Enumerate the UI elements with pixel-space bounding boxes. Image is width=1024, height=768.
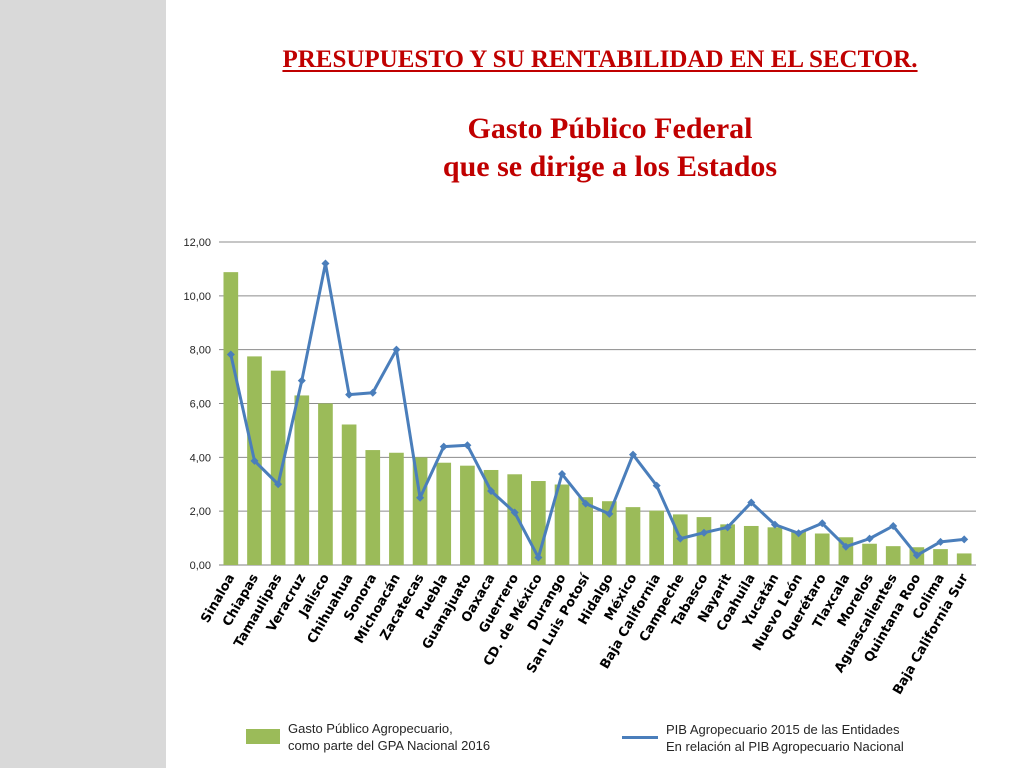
bar [767, 527, 783, 565]
line-point [297, 376, 306, 385]
y-tick-label: 8,00 [190, 345, 211, 357]
line-point [912, 551, 921, 560]
legend-swatch-line [622, 736, 658, 739]
bar [318, 403, 333, 565]
bar [862, 543, 877, 565]
line-point [841, 542, 850, 551]
bar [885, 546, 901, 565]
bar [578, 497, 594, 565]
y-tick-label: 6,00 [190, 399, 211, 411]
x-axis-labels: SinaloaChiapasTamaulipasVeracruzJaliscoC… [198, 570, 972, 697]
bar [956, 553, 972, 565]
bar [554, 484, 570, 565]
bar [696, 517, 712, 565]
bar [365, 450, 381, 565]
line-point [392, 345, 401, 354]
legend-line-label-1: PIB Agropecuario 2015 de las Entidades [666, 722, 900, 737]
chart-heading: Gasto Público Federal que se dirige a lo… [260, 110, 960, 186]
bar [507, 474, 523, 565]
bar [814, 533, 830, 565]
line-point [368, 388, 377, 397]
y-tick-label: 12,00 [183, 237, 211, 249]
line-point [558, 470, 567, 479]
bar [270, 370, 286, 565]
bar [601, 501, 617, 565]
line-point [889, 521, 898, 530]
bar [460, 465, 475, 565]
bar [341, 424, 357, 565]
legend-swatch-bar [246, 729, 280, 744]
y-axis-ticks: 0,00 2,00 4,00 6,00 8,00 10,00 12,00 [183, 237, 211, 572]
line-point [794, 529, 803, 538]
line-point [628, 450, 637, 459]
legend-bar-label-2: como parte del GPA Nacional 2016 [288, 738, 491, 753]
series-line [229, 262, 965, 559]
bar [791, 531, 806, 565]
y-tick-label: 10,00 [183, 291, 211, 303]
bar [223, 272, 239, 565]
line-point [581, 499, 590, 508]
line-point [439, 442, 448, 451]
line-point [676, 534, 685, 543]
line-point [723, 523, 732, 532]
line-point [605, 509, 614, 518]
line-point [321, 259, 330, 268]
bar [649, 510, 664, 565]
line-point [960, 535, 969, 544]
line-point [818, 519, 827, 528]
line-point [747, 498, 756, 507]
slide-title: PRESUPUESTO Y SU RENTABILIDAD EN EL SECT… [282, 46, 918, 73]
line-point [652, 481, 661, 490]
line-point [345, 390, 354, 399]
chart-heading-line-2: que se dirige a los Estados [442, 150, 778, 183]
y-tick-label: 2,00 [190, 506, 211, 518]
line-point [274, 480, 283, 489]
slide-side-band [0, 0, 166, 768]
bar [294, 395, 310, 565]
bar-series [223, 272, 972, 565]
bar [720, 524, 735, 565]
bar [436, 462, 452, 565]
legend-line-label-2: En relación al PIB Agropecuario Nacional [666, 739, 904, 754]
line-point [416, 493, 425, 502]
bar [933, 549, 948, 565]
y-tick-label: 0,00 [190, 560, 211, 572]
bar [625, 507, 641, 565]
line-point [510, 508, 519, 517]
bar [389, 452, 404, 565]
line-point [699, 528, 708, 537]
chart-heading-line-1: Gasto Público Federal [467, 112, 753, 145]
line-point [250, 456, 259, 465]
line-point [936, 537, 945, 546]
line-point [226, 350, 235, 359]
line-point [463, 441, 472, 450]
legend-bar-label-1: Gasto Público Agropecuario, [288, 721, 453, 736]
bar [743, 525, 759, 565]
line-series [226, 259, 969, 562]
line-point [770, 520, 779, 529]
y-tick-label: 4,00 [190, 452, 211, 464]
line-point [865, 534, 874, 543]
line-point [534, 553, 543, 562]
line-point [487, 486, 496, 495]
